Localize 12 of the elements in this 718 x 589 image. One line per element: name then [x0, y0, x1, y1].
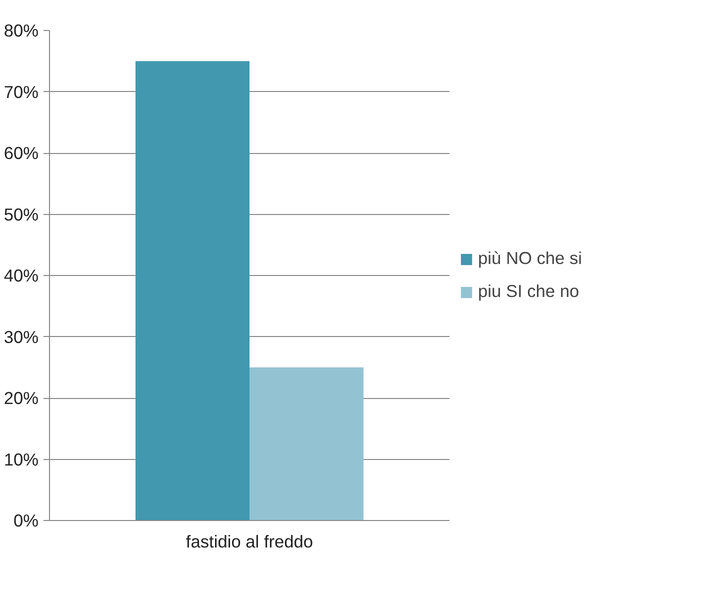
y-tick-label: 10% — [4, 449, 39, 470]
y-tick-label: 80% — [4, 20, 39, 40]
legend-label: più NO che si — [478, 248, 582, 269]
legend-label: piu SI che no — [478, 281, 580, 302]
y-tick-label: 50% — [4, 204, 39, 224]
y-tick-label: 0% — [13, 510, 38, 530]
y-tick-label: 30% — [4, 326, 39, 347]
y-tick-label: 20% — [4, 388, 39, 408]
y-tick-label: 70% — [4, 82, 39, 102]
y-tick-label: 60% — [4, 143, 39, 163]
y-tick-label: 40% — [4, 266, 39, 286]
x-tick-label: fastidio al freddo — [186, 532, 314, 552]
